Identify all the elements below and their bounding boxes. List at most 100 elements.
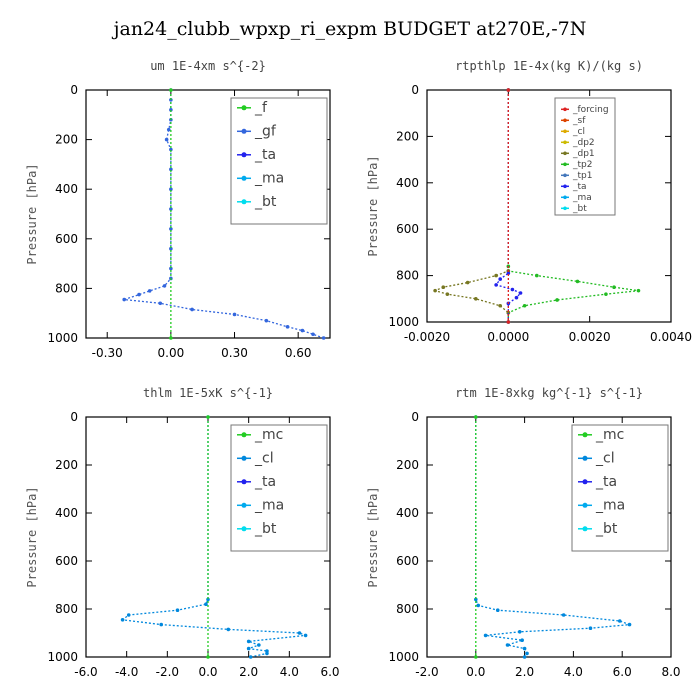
data-point (321, 336, 326, 340)
data-point (169, 266, 173, 271)
data-point (525, 651, 529, 656)
data-point (303, 633, 308, 638)
legend-entry: _f (254, 100, 268, 116)
legend-marker (582, 526, 588, 532)
data-point (505, 643, 510, 647)
data-point (476, 603, 481, 608)
data-point (226, 627, 231, 632)
y-axis-label: Pressure [hPa] (366, 155, 380, 256)
x-tick-label: 0.0040 (650, 330, 692, 344)
data-point (474, 415, 478, 419)
x-tick-label: -6.0 (74, 665, 97, 679)
legend-entry: _bt (254, 194, 277, 210)
y-tick-label: 0 (70, 410, 78, 424)
chart-panel-4: rtm 1E-8xkg kg^{-1} s^{-1} 0 200 400 600 800 1… (366, 386, 681, 679)
legend-entry: _gf (254, 124, 277, 140)
data-point (517, 630, 522, 634)
legend-marker (563, 162, 567, 167)
data-point (474, 297, 478, 301)
data-point (535, 273, 539, 278)
data-point (498, 277, 503, 281)
x-tick-label: 4.0 (564, 665, 583, 679)
data-point (522, 655, 527, 659)
legend-entry: _cl (595, 451, 615, 467)
data-point (494, 273, 498, 278)
legend-marker (241, 175, 247, 181)
legend-entry: _mc (254, 427, 283, 443)
data-point (561, 613, 566, 617)
data-point (465, 280, 470, 285)
x-tick-label: 6.0 (613, 665, 632, 679)
legend-entry: _tp1 (572, 171, 592, 181)
data-point (433, 288, 437, 293)
data-point (506, 271, 511, 276)
data-point (474, 597, 478, 602)
subplot-title: um 1E-4xm s^{-2} (150, 59, 266, 73)
x-tick-label: 0.0 (466, 665, 485, 679)
data-point (265, 651, 269, 656)
x-tick-label: -0.30 (92, 346, 123, 360)
data-point (169, 88, 173, 92)
data-point (636, 288, 641, 293)
legend-entry: _ta (254, 474, 276, 490)
x-tick-label: 0.30 (221, 346, 248, 360)
legend-marker (563, 118, 567, 123)
data-point (311, 332, 315, 337)
y-tick-label: 200 (55, 133, 78, 147)
data-point (169, 227, 173, 231)
y-tick-label: 200 (396, 458, 419, 472)
data-point (627, 622, 632, 627)
legend-entry: _cl (254, 451, 274, 467)
legend-entry: _dp2 (572, 138, 595, 148)
x-tick-label: 2.0 (239, 665, 258, 679)
data-point (158, 301, 163, 306)
chart-panel-2: rtpthlp 1E-4x(kg K)/(kg s) 0 200 400 600 800 1… (366, 59, 692, 344)
data-point (248, 655, 253, 659)
x-tick-label: 2.0 (515, 665, 534, 679)
legend-entry: _mc (595, 427, 624, 443)
legend-marker (241, 105, 247, 111)
y-tick-label: 1000 (47, 331, 78, 345)
legend-marker (241, 526, 247, 532)
legend-marker (241, 128, 247, 134)
data-point (169, 167, 173, 172)
legend-marker (582, 455, 588, 461)
data-point (126, 613, 131, 617)
y-tick-label: 600 (55, 232, 78, 246)
legend-marker (582, 432, 588, 438)
data-point (162, 284, 167, 288)
x-tick-label: 0.0020 (569, 330, 611, 344)
data-point (120, 618, 125, 622)
data-point (522, 646, 527, 651)
y-tick-label: 400 (396, 176, 419, 190)
data-point (575, 279, 580, 284)
legend-marker (563, 195, 567, 200)
data-point (169, 108, 173, 112)
legend-marker (563, 140, 567, 145)
x-tick-label: 8.0 (661, 665, 680, 679)
y-tick-label: 400 (55, 182, 78, 196)
data-point (246, 639, 251, 644)
x-tick-label: -0.0020 (404, 330, 450, 344)
data-point (169, 246, 173, 251)
y-tick-label: 800 (396, 602, 419, 616)
data-point (147, 289, 152, 293)
y-tick-label: 800 (55, 602, 78, 616)
data-point (137, 292, 141, 297)
data-point (297, 631, 302, 635)
data-point (617, 619, 622, 623)
legend-entry: _ma (572, 193, 592, 203)
data-point (122, 297, 126, 302)
data-point (159, 622, 164, 627)
subplot-title: rtm 1E-8xkg kg^{-1} s^{-1} (455, 386, 643, 400)
legend-entry: _dp1 (572, 149, 595, 159)
main-title: jan24_clubb_wpxp_ri_expm BUDGET at270E,-… (113, 18, 587, 40)
y-tick-label: 400 (55, 506, 78, 520)
subplot-title: thlm 1E-5xK s^{-1} (143, 386, 273, 400)
x-tick-label: 0.0000 (487, 330, 529, 344)
legend-entry: _cl (572, 127, 585, 137)
legend-marker (241, 432, 247, 438)
data-point (246, 646, 251, 651)
x-tick-label: 4.0 (280, 665, 299, 679)
y-tick-label: 400 (396, 506, 419, 520)
